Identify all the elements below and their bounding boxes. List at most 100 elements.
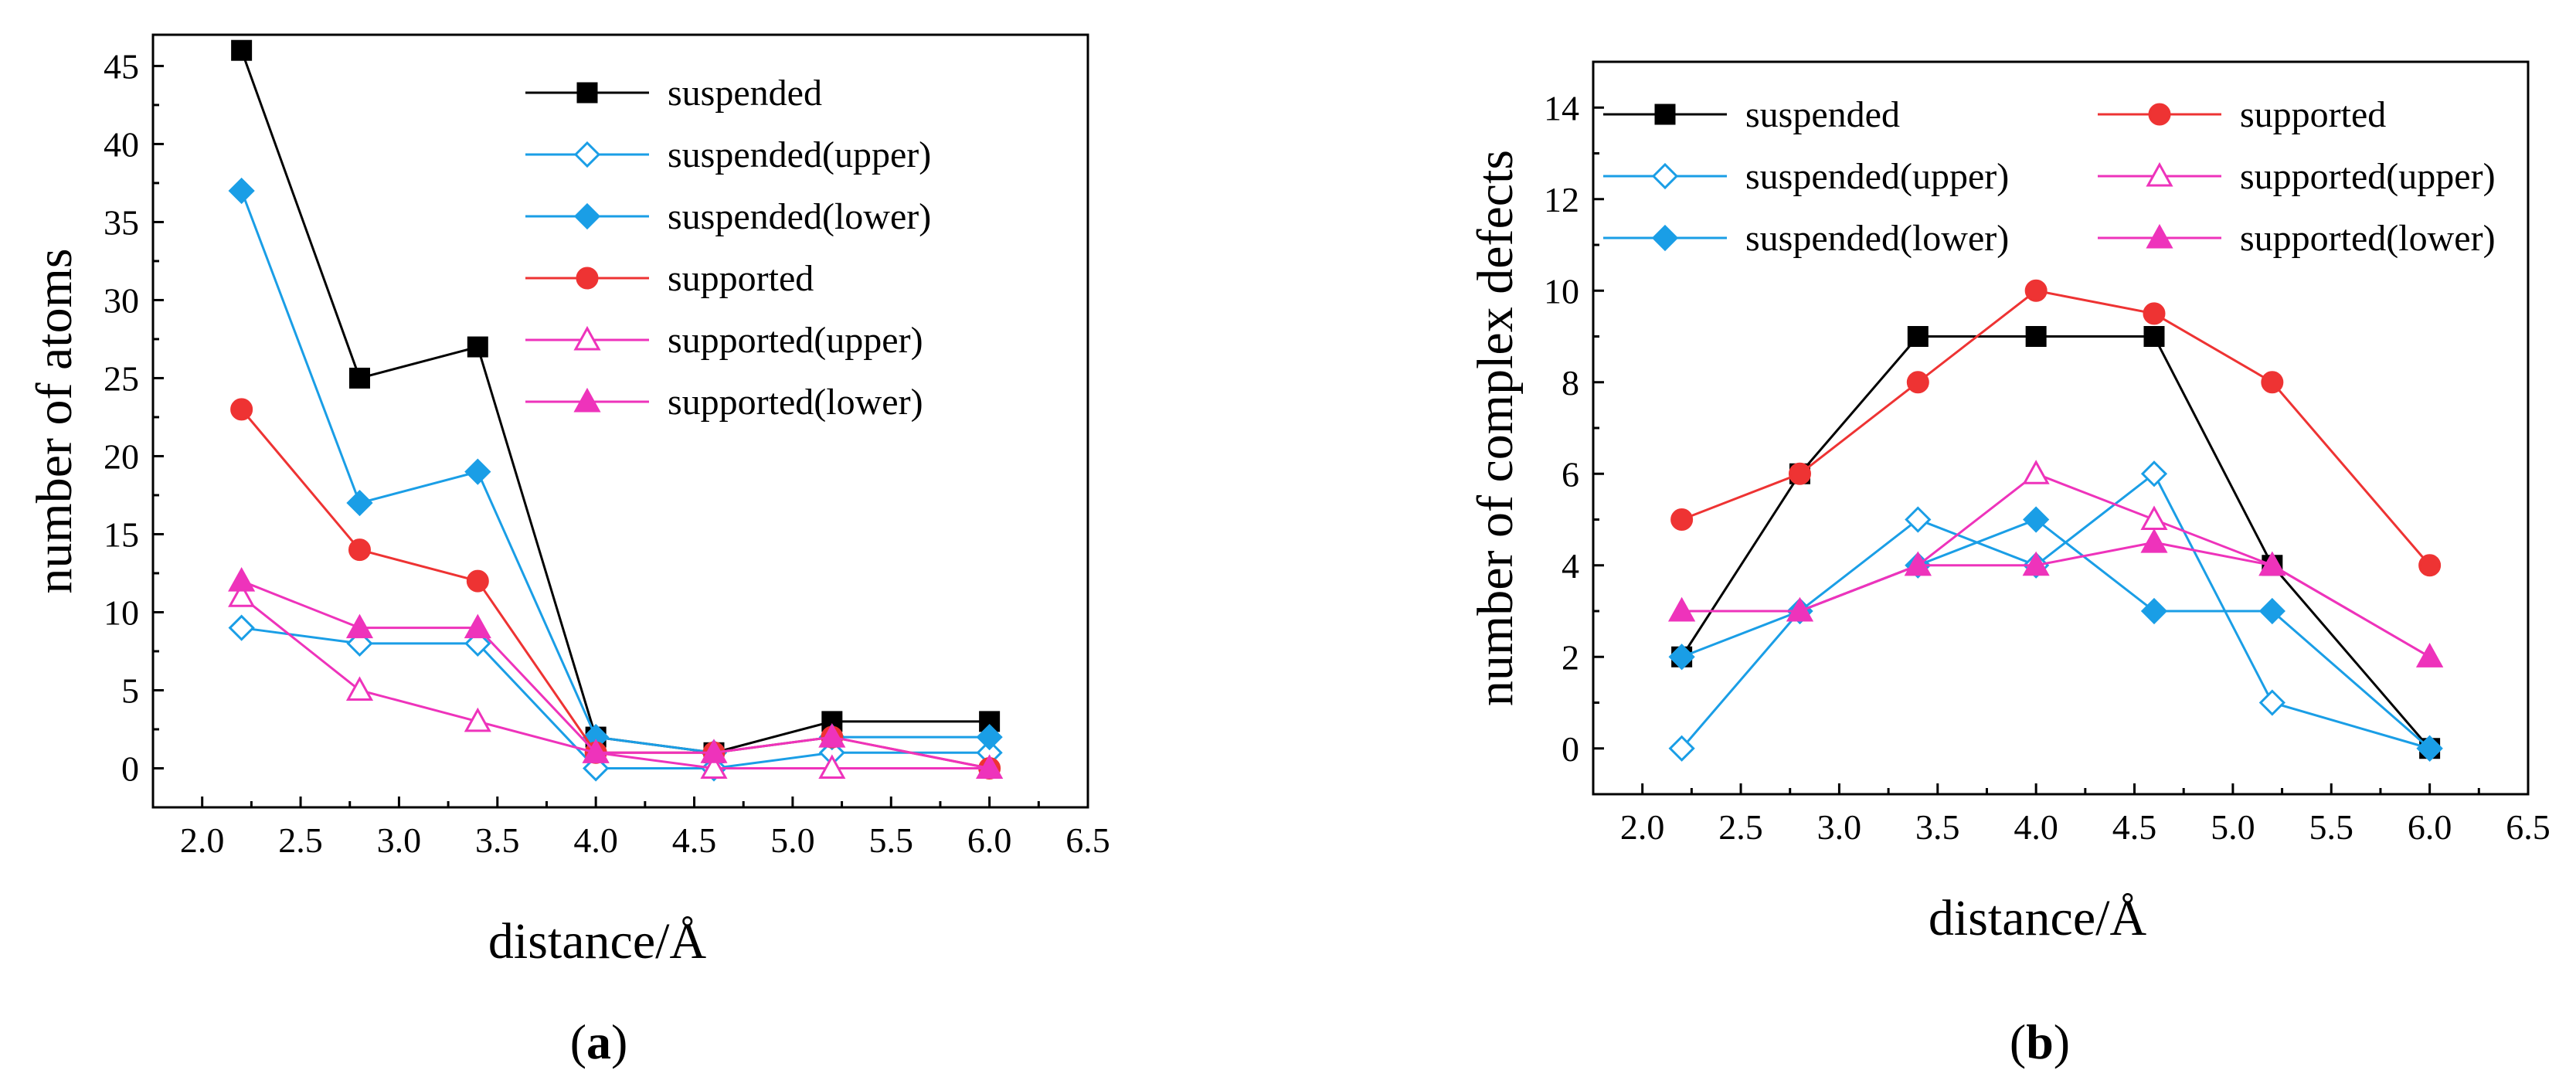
data-point <box>464 458 491 485</box>
legend-item: suspended <box>1603 94 1900 135</box>
data-point <box>2258 689 2285 716</box>
legend-item: suspended(lower) <box>1603 218 2009 259</box>
legend-item: supported <box>2098 94 2386 135</box>
data-point <box>348 367 370 389</box>
data-point <box>228 614 255 641</box>
x-tick-label: 3.0 <box>377 820 422 860</box>
caption-letter: a <box>586 1014 611 1069</box>
caption-open-paren: ( <box>570 1014 586 1069</box>
data-point <box>464 613 491 639</box>
series-suspended-lower <box>228 177 1003 766</box>
series-line <box>240 596 990 769</box>
x-tick-label: 4.5 <box>672 820 717 860</box>
data-point <box>1668 735 1695 762</box>
data-point <box>230 398 253 421</box>
y-tick-label: 2 <box>1562 637 1579 677</box>
y-tick-label: 6 <box>1562 454 1579 494</box>
data-point <box>818 754 846 779</box>
legend-label: supported(upper) <box>668 320 923 361</box>
data-point <box>228 583 256 607</box>
legend-marker <box>573 387 601 413</box>
legend-item: supported(lower) <box>525 382 923 423</box>
y-tick-label: 8 <box>1562 363 1579 403</box>
data-point <box>228 566 256 592</box>
legend-item: suspended(lower) <box>525 196 931 237</box>
legend-marker <box>2146 223 2173 249</box>
data-point <box>2023 506 2050 533</box>
legend-marker <box>573 141 601 168</box>
data-point <box>2140 597 2168 625</box>
x-tick-label: 4.5 <box>2112 807 2157 847</box>
x-tick-label: 5.0 <box>2211 807 2255 847</box>
y-axis-title: number of atoms <box>26 248 83 593</box>
legend-marker <box>1651 162 1679 190</box>
data-point <box>2258 597 2285 625</box>
y-tick-label: 15 <box>104 515 139 554</box>
legend-label: supported <box>668 258 814 299</box>
series-line <box>1681 472 2431 658</box>
data-point <box>976 723 1003 751</box>
x-tick-label: 3.0 <box>1817 807 1862 847</box>
data-point <box>2025 326 2047 347</box>
y-tick-label: 35 <box>104 202 139 242</box>
data-point <box>1668 644 1695 671</box>
y-tick-label: 12 <box>1544 180 1579 219</box>
series-supported-lower <box>1668 528 2444 667</box>
legend-item: supported(lower) <box>2098 218 2496 259</box>
legend-label: suspended(upper) <box>1745 156 2009 197</box>
data-point <box>228 177 255 205</box>
legend-label: suspended(lower) <box>668 196 931 237</box>
legend-label: suspended <box>668 73 822 114</box>
plot-frame <box>151 33 1089 809</box>
y-tick-label: 0 <box>1562 729 1579 769</box>
data-point <box>2261 371 2284 394</box>
data-point <box>2140 528 2168 553</box>
legend-marker <box>573 325 601 351</box>
data-point <box>582 739 610 763</box>
data-point <box>466 569 489 593</box>
caption-close-paren: ) <box>611 1014 627 1069</box>
data-point <box>2143 326 2165 347</box>
data-point <box>464 707 491 732</box>
x-tick-label: 4.0 <box>573 820 618 860</box>
y-tick-label: 10 <box>1544 271 1579 311</box>
series-supported-lower <box>228 566 1004 779</box>
legend: suspended suspended(upper) suspended(lower… <box>525 73 931 423</box>
data-point <box>231 39 253 61</box>
data-point <box>348 538 371 562</box>
data-point <box>2022 551 2050 576</box>
x-tick-label: 6.5 <box>2506 807 2551 847</box>
x-tick-label: 2.0 <box>1620 807 1665 847</box>
y-tick-label: 30 <box>104 280 139 320</box>
y-tick-label: 0 <box>121 749 139 788</box>
legend-label: supported(upper) <box>2240 156 2496 197</box>
legend-label: suspended(upper) <box>668 134 931 175</box>
y-tick-label: 40 <box>104 124 139 164</box>
caption-close-paren: ) <box>2054 1014 2070 1069</box>
legend-marker <box>2148 103 2171 126</box>
y-tick-label: 5 <box>121 671 139 710</box>
y-tick-label: 25 <box>104 358 139 398</box>
x-axis-title: distance/Å <box>1929 890 2147 946</box>
data-point <box>700 739 728 763</box>
data-point <box>346 489 373 517</box>
y-tick-label: 10 <box>104 593 139 632</box>
y-tick-label: 45 <box>104 46 139 86</box>
data-point <box>345 676 374 701</box>
x-tick-label: 3.5 <box>475 820 520 860</box>
legend-item: supported(upper) <box>2098 156 2496 197</box>
series-line <box>1681 541 2431 658</box>
legend-marker <box>1651 224 1679 252</box>
legend-marker <box>576 82 598 104</box>
y-tick-label: 14 <box>1544 88 1579 127</box>
data-point <box>1906 371 1929 394</box>
x-tick-label: 2.5 <box>278 820 323 860</box>
legend-label: supported <box>2240 94 2386 135</box>
panel-caption: (a) <box>570 1014 628 1069</box>
data-point <box>976 754 1004 779</box>
y-tick-label: 4 <box>1562 546 1579 586</box>
data-point <box>818 723 846 748</box>
x-tick-label: 3.5 <box>1915 807 1960 847</box>
data-point <box>345 613 374 639</box>
